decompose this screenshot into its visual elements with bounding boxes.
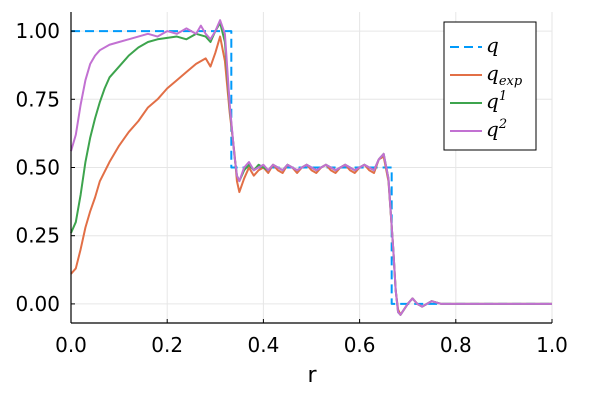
y-tick-label: 0.75 [15, 87, 60, 111]
tick-labels: 0.0 0.2 0.4 0.6 0.8 1.0 0.00 0.25 0.50 0.75 1.00 [15, 19, 567, 357]
x-tick-label: 0.2 [151, 333, 183, 357]
legend-entry-label: q1 [486, 89, 507, 113]
y-tick-label: 0.50 [15, 156, 60, 180]
x-tick-label: 0.0 [55, 333, 87, 357]
x-tick-label: 1.0 [536, 333, 568, 357]
legend-entry-label: q [486, 33, 499, 57]
y-tick-label: 0.25 [15, 224, 60, 248]
y-tick-label: 0.00 [15, 292, 60, 316]
x-tick-label: 0.4 [247, 333, 279, 357]
legend-entry-label: qexp [486, 61, 523, 89]
x-axis-label: r [307, 363, 317, 388]
legend-box [443, 21, 537, 151]
x-tick-label: 0.6 [344, 333, 376, 357]
legend-entry-label: q2 [486, 117, 507, 141]
y-tick-label: 1.00 [15, 19, 60, 43]
series-lines [70, 19, 552, 316]
axes [70, 12, 553, 324]
x-tick-label: 0.8 [440, 333, 472, 357]
series-line-4 [70, 19, 552, 316]
